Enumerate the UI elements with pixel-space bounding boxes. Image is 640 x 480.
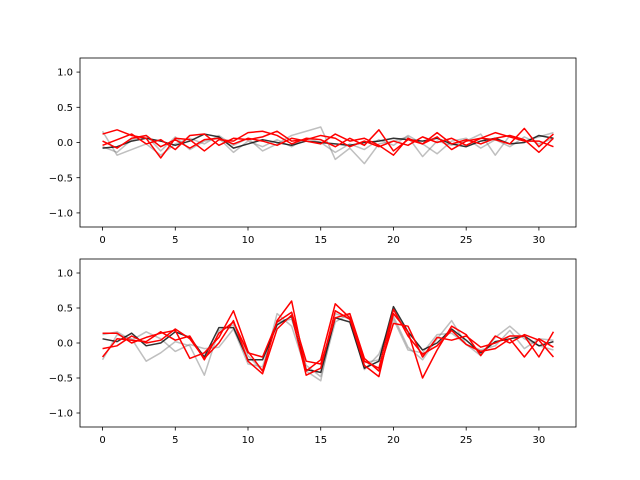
series-group — [101, 126, 554, 165]
y-tick-label: 0.0 — [57, 339, 73, 350]
x-tick-label: 10 — [242, 435, 255, 446]
x-tick-label: 20 — [387, 435, 400, 446]
x-tick-label: 5 — [172, 235, 178, 246]
x-tick-label: 15 — [314, 435, 327, 446]
bottom-chart: 0 5 10 15 20 25 30 1.0 0.5 0.0 −0.5 −1.0 — [49, 258, 577, 446]
series-line-red-5 — [102, 131, 554, 156]
top-chart: 0 5 10 15 20 25 30 1.0 0.5 0.0 −0.5 −1.0 — [49, 57, 577, 246]
x-tick-label: 0 — [99, 435, 105, 446]
series-line-red-3 — [102, 300, 555, 379]
x-tick-label: 30 — [533, 235, 546, 246]
series-line-red-4 — [102, 130, 554, 151]
x-tick-label: 20 — [387, 235, 400, 246]
y-tick-label: 0.5 — [57, 103, 73, 114]
x-tick-label: 10 — [242, 235, 255, 246]
y-tick-label: 1.0 — [57, 269, 73, 280]
x-tick-label: 0 — [99, 235, 105, 246]
series-group — [101, 300, 555, 382]
x-tick-label: 30 — [533, 435, 546, 446]
y-tick-label: −0.5 — [49, 374, 73, 385]
series-line-gray-1 — [102, 312, 554, 378]
x-tick-label: 5 — [172, 435, 178, 446]
series-line-red-5 — [102, 308, 554, 376]
y-tick-label: 0.0 — [57, 138, 73, 149]
y-tick-label: −0.5 — [49, 173, 73, 184]
x-tick-label: 25 — [460, 435, 473, 446]
y-tick-label: 1.0 — [57, 68, 73, 79]
y-tick-label: 0.5 — [57, 304, 73, 315]
x-tick-label: 25 — [460, 235, 473, 246]
x-tick-label: 15 — [314, 235, 327, 246]
y-tick-label: −1.0 — [49, 409, 73, 420]
y-tick-label: −1.0 — [49, 209, 73, 220]
